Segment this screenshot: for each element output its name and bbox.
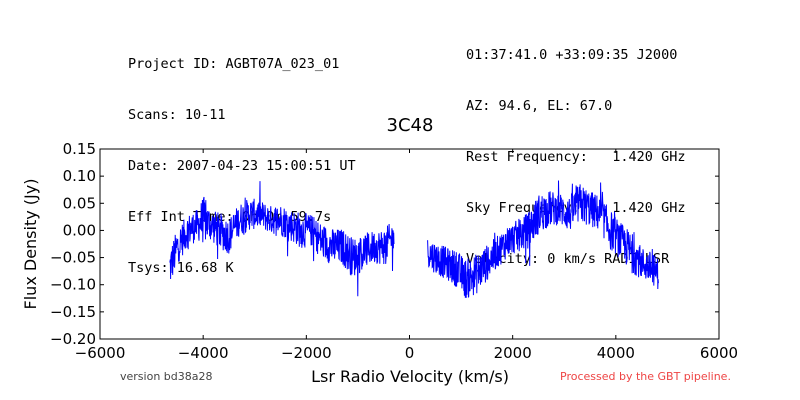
spectrum-series-line-segment-2: [427, 180, 659, 298]
y-tick-label: −0.20: [50, 330, 96, 348]
date-text: Date: 2007-04-23 15:00:51 UT: [128, 158, 356, 174]
chart-title: 3C48: [386, 115, 434, 136]
y-tick-label: −0.05: [50, 249, 96, 267]
pipeline-text: Processed by the GBT pipeline.: [560, 370, 731, 383]
y-tick-label: 0.05: [63, 194, 96, 212]
y-tick-label: 0.15: [63, 140, 96, 158]
scans-text: Scans: 10-11: [128, 107, 226, 123]
x-axis-label: Lsr Radio Velocity (km/s): [311, 367, 509, 386]
rest-frequency-text: Rest Frequency: 1.420 GHz: [466, 149, 686, 165]
x-tick-label: 6000: [700, 344, 738, 362]
x-tick-label: −2000: [281, 344, 332, 362]
plot-area: [169, 180, 659, 298]
x-tick-label: 4000: [597, 344, 635, 362]
tsys-text: Tsys: 16.68 K: [128, 260, 234, 276]
axes-layer: −6000 −4000 −2000 0 2000 4000 6000 −0.20 −0.15 −0…: [50, 140, 738, 362]
x-tick-label: −6000: [75, 344, 126, 362]
y-tick-label: −0.10: [50, 276, 96, 294]
project-id-text: Project ID: AGBT07A_023_01: [128, 56, 340, 72]
version-text: version bd38a28: [120, 370, 213, 383]
x-tick-label: 0: [405, 344, 415, 362]
coordinates-text: 01:37:41.0 +33:09:35 J2000: [466, 47, 678, 63]
y-axis-label: Flux Density (Jy): [21, 179, 40, 310]
x-tick-label: −4000: [178, 344, 229, 362]
az-el-text: AZ: 94.6, EL: 67.0: [466, 98, 613, 114]
spectrum-series-line-segment-1: [169, 181, 395, 297]
y-tick-label: 0.00: [63, 221, 96, 239]
x-tick-label: 2000: [494, 344, 532, 362]
observation-info-right: 01:37:41.0 +33:09:35 J2000 AZ: 94.6, EL:…: [466, 13, 685, 285]
y-tick-label: 0.10: [63, 167, 96, 185]
y-tick-label: −0.15: [50, 303, 96, 321]
